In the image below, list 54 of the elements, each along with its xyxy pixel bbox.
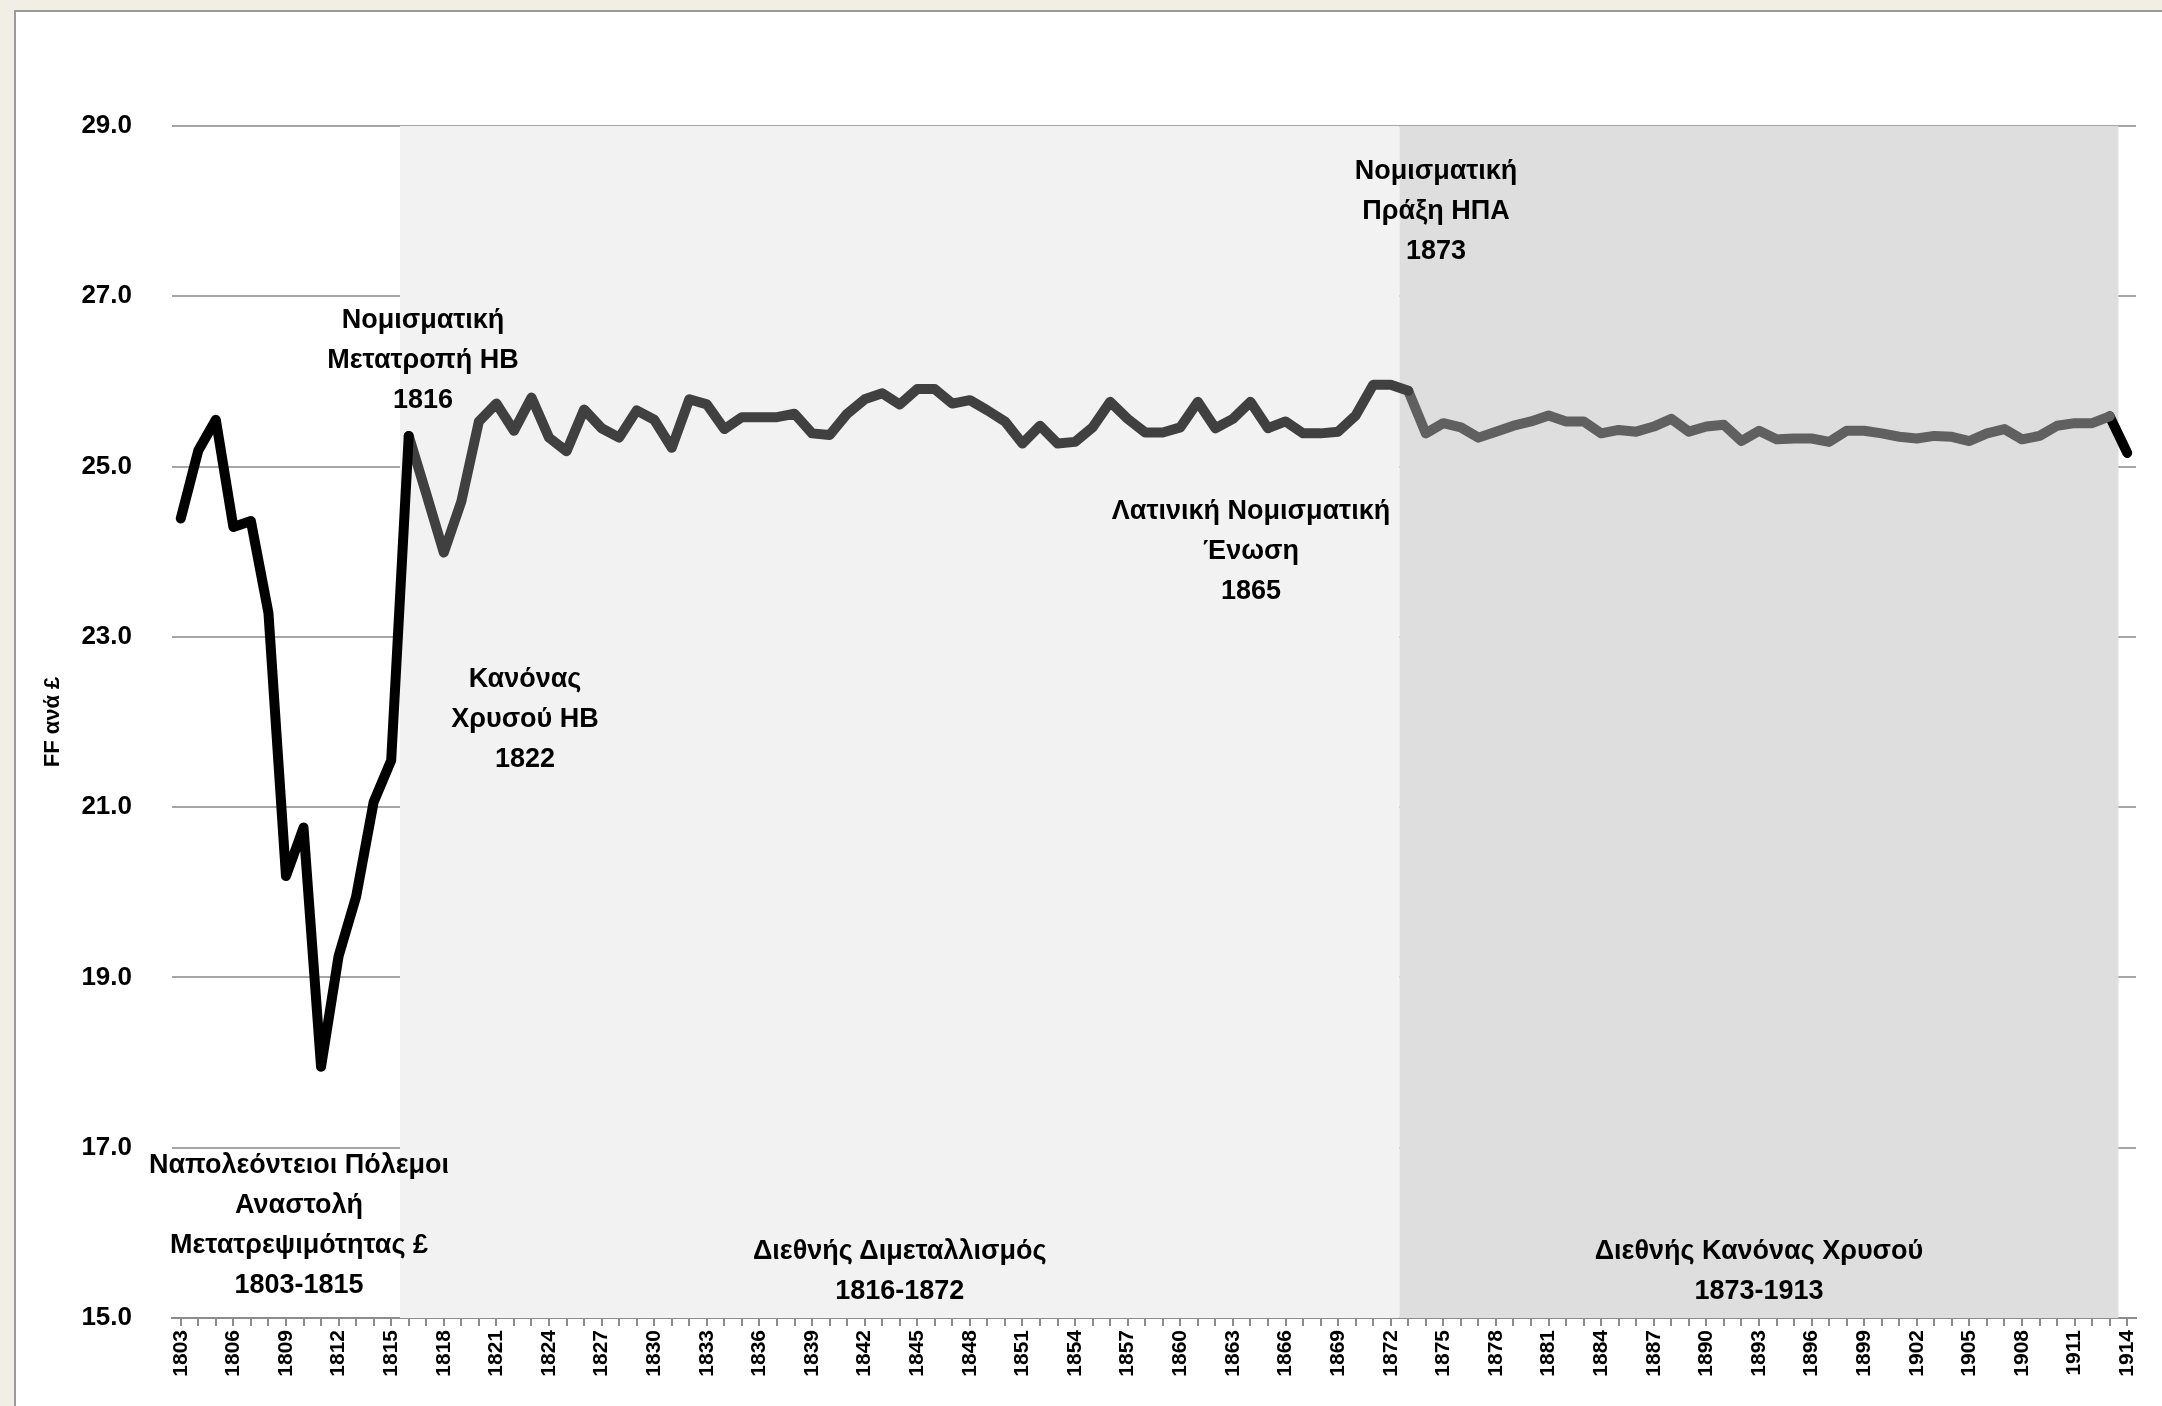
- x-tick-label: 1815: [377, 1329, 401, 1377]
- x-tick-label: 1854: [1061, 1329, 1085, 1377]
- x-tick-label: 1893: [1745, 1330, 1769, 1377]
- x-tick-label: 1890: [1693, 1330, 1717, 1377]
- x-tick-label: 1908: [2008, 1329, 2032, 1377]
- y-tick-label: 21.0: [81, 790, 132, 821]
- x-tick-label: 1887: [1640, 1330, 1664, 1377]
- x-tick-label: 1842: [851, 1330, 875, 1377]
- y-tick-label: 17.0: [81, 1130, 132, 1161]
- x-tick-label: 1809: [272, 1330, 296, 1377]
- x-tick-label: 1914: [2114, 1329, 2138, 1377]
- band-label: Διεθνής Διμεταλλισμός 1816-1872: [752, 1235, 1047, 1306]
- annotation: Νομισματική Μετατροπή ΗΒ 1816: [327, 304, 519, 415]
- x-tick-label: 1821: [483, 1329, 507, 1377]
- x-tick-label: 1839: [798, 1330, 822, 1377]
- x-tick-label: 1902: [1903, 1330, 1927, 1377]
- x-tick-label: 1806: [220, 1330, 244, 1377]
- x-tick-label: 1824: [535, 1329, 559, 1377]
- y-axis-title: FF ανά £: [39, 675, 65, 768]
- x-tick-label: 1869: [1324, 1330, 1348, 1377]
- annotation: Λατινική Νομισματική Ένωση 1865: [1111, 495, 1391, 606]
- x-tick-label: 1812: [325, 1330, 349, 1377]
- x-tick-label: 1899: [1850, 1330, 1874, 1377]
- band-label: Διεθνής Κανόνας Χρυσού 1873-1913: [1594, 1235, 1924, 1306]
- x-tick-label: 1881: [1535, 1329, 1559, 1377]
- x-tick-label: 1857: [1114, 1330, 1138, 1377]
- x-tick-label: 1827: [588, 1330, 612, 1377]
- x-tick-label: 1860: [1167, 1330, 1191, 1377]
- x-tick-label: 1830: [641, 1330, 665, 1377]
- x-tick-label: 1905: [1956, 1329, 1980, 1377]
- annotation: Νομισματική Πράξη ΗΠΑ 1873: [1354, 155, 1518, 266]
- annotation: Ναπολεόντειοι Πόλεμοι Αναστολή Μετατρεψιμότητας £ 1803-1815: [148, 1149, 450, 1300]
- x-tick-label: 1851: [1009, 1329, 1033, 1377]
- x-tick-label: 1863: [1219, 1330, 1243, 1377]
- y-tick-label: 29.0: [81, 109, 132, 140]
- x-tick-label: 1803: [167, 1330, 191, 1377]
- x-tick-label: 1911: [2061, 1329, 2085, 1376]
- x-tick-label: 1866: [1272, 1330, 1296, 1377]
- x-tick-label: 1872: [1377, 1330, 1401, 1377]
- annotation: Κανόνας Χρυσού ΗΒ 1822: [451, 663, 599, 774]
- x-tick-label: 1833: [693, 1330, 717, 1377]
- y-tick-label: 23.0: [81, 620, 132, 651]
- x-tick-label: 1845: [904, 1329, 928, 1377]
- x-tick-label: 1836: [746, 1330, 770, 1377]
- y-tick-label: 19.0: [81, 960, 132, 991]
- x-tick-label: 1884: [1587, 1329, 1611, 1377]
- x-tick-label: 1896: [1798, 1330, 1822, 1377]
- x-tick-label: 1848: [956, 1329, 980, 1377]
- y-tick-label: 15.0: [81, 1301, 132, 1332]
- x-tick-label: 1878: [1482, 1329, 1506, 1377]
- y-tick-label: 25.0: [81, 449, 132, 480]
- x-tick-label: 1818: [430, 1329, 454, 1377]
- x-tick-label: 1875: [1430, 1329, 1454, 1377]
- y-tick-label: 27.0: [81, 279, 132, 310]
